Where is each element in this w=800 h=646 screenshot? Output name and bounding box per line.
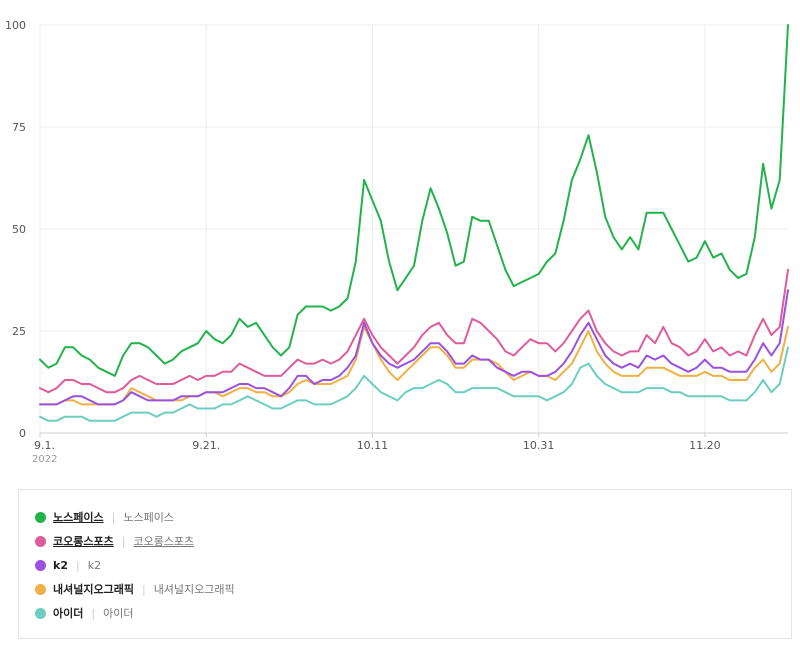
x-axis: 9.1. 9.21. 10.11 10.31 11.20 2022: [32, 432, 788, 465]
series-lines: [39, 24, 789, 422]
y-axis: 0 25 50 75 100: [5, 19, 26, 440]
legend-dot-icon: [35, 535, 46, 547]
legend-separator: |: [91, 606, 96, 620]
legend-separator: |: [121, 534, 126, 548]
legend-item-k2[interactable]: k2 | k2: [35, 557, 101, 573]
x-tick-label: 9.1.: [34, 439, 55, 452]
x-tick-label: 10.11: [357, 439, 389, 452]
legend-dot-icon: [35, 559, 46, 571]
legend-sub-label: k2: [87, 558, 102, 572]
legend-label: k2: [53, 558, 68, 572]
legend-sub-label: 코오롱스포츠: [133, 535, 195, 548]
line-chart: 9.1. 9.21. 10.11 10.31 11.20 2022 0 25 50 75 100: [5, 19, 789, 465]
y-tick-label: 25: [12, 325, 26, 338]
legend-label: 코오롱스포츠: [53, 535, 114, 548]
legend-dot-icon: [35, 607, 46, 619]
legend-sub-label: 노스페이스: [123, 511, 174, 524]
x-tick-label: 9.21.: [192, 439, 220, 452]
legend-dot-icon: [35, 583, 46, 595]
legend-separator: |: [75, 558, 80, 572]
legend-item-northface[interactable]: 노스페이스 | 노스페이스: [35, 509, 174, 525]
chart-grid: [39, 24, 788, 434]
y-tick-label: 100: [5, 19, 26, 32]
legend-dot-icon: [35, 511, 46, 523]
legend-label: 내셔널지오그래픽: [53, 583, 134, 596]
legend-sub-label: 내셔널지오그래픽: [153, 583, 235, 596]
series-line-아이더[interactable]: [39, 346, 789, 422]
x-tick-label: 11.20: [689, 439, 721, 452]
legend: 노스페이스 | 노스페이스 코오롱스포츠 | 코오롱스포츠 k2 | k2 내셔…: [18, 489, 792, 639]
series-line-노스페이스[interactable]: [39, 24, 789, 377]
legend-item-eider[interactable]: 아이더 | 아이더: [35, 605, 133, 621]
y-tick-label: 75: [12, 121, 26, 134]
legend-separator: |: [111, 510, 116, 524]
legend-item-kolon[interactable]: 코오롱스포츠 | 코오롱스포츠: [35, 533, 194, 549]
legend-label: 아이더: [53, 607, 84, 620]
y-tick-label: 50: [12, 223, 26, 236]
series-line-k2[interactable]: [39, 289, 789, 406]
legend-separator: |: [141, 582, 146, 596]
y-tick-label: 0: [19, 427, 26, 440]
x-tick-label: 10.31: [523, 439, 555, 452]
legend-item-natgeo[interactable]: 내셔널지오그래픽 | 내셔널지오그래픽: [35, 581, 235, 597]
legend-sub-label: 아이더: [103, 607, 134, 620]
series-line-코오롱스포츠[interactable]: [39, 268, 789, 394]
x-year-label: 2022: [32, 454, 57, 465]
legend-label: 노스페이스: [53, 511, 104, 524]
